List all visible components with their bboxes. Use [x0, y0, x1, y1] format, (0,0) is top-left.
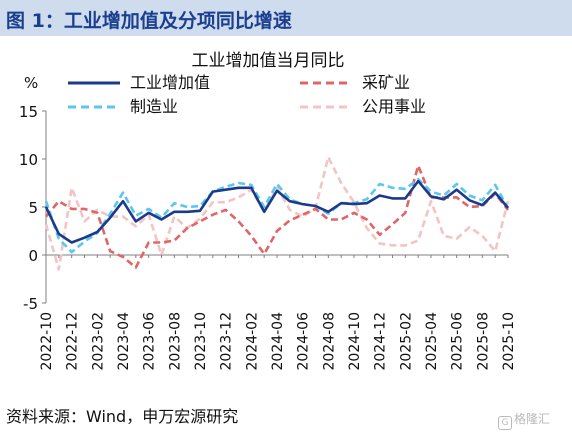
x-tick-label: 2023-08 [167, 312, 183, 371]
watermark-text: 格隆汇 [514, 412, 551, 426]
x-tick-label: 2024-02 [244, 312, 260, 371]
x-tick-label: 2024-06 [296, 312, 312, 371]
series-line-3 [44, 177, 510, 254]
watermark: G 格隆汇 [498, 410, 550, 430]
series-line-1 [44, 179, 509, 244]
x-tick-label: 2024-12 [373, 312, 389, 371]
x-tick-label: 2025-04 [424, 312, 440, 371]
x-tick-label: 2025-06 [450, 312, 466, 371]
figure-header [0, 0, 572, 36]
x-tick-label: 2025-08 [475, 312, 491, 371]
y-tick-label: 10 [19, 151, 38, 169]
chart-title: 工业增加值当月同比 [192, 51, 345, 71]
x-tick-label: 2023-10 [193, 312, 209, 371]
x-tick-label: 2022-12 [65, 312, 81, 371]
y-tick-label: 5 [28, 199, 38, 217]
y-axis: -5 0 5 10 15 [19, 103, 47, 313]
x-tick-label: 2023-06 [142, 312, 158, 371]
x-tick-label: 2023-02 [90, 312, 106, 371]
watermark-logo-icon: G [498, 416, 512, 430]
legend-label: 工业增加值 [130, 73, 210, 92]
legend-label: 公用事业 [362, 97, 426, 116]
x-tick-label: 2023-12 [219, 312, 235, 371]
legend-label: 制造业 [130, 97, 178, 116]
x-axis: 2022-10 2022-12 2023-02 2023-04 2023-06 2023-… [39, 254, 517, 371]
legend-label: 采矿业 [362, 73, 410, 92]
y-tick-label: -5 [23, 295, 38, 313]
x-tick-label: 2022-10 [39, 312, 55, 371]
x-tick-label: 2025-02 [398, 312, 414, 371]
x-tick-label: 2024-04 [270, 312, 286, 371]
x-tick-label: 2024-08 [321, 312, 337, 371]
source-note: 资料来源：Wind，申万宏源研究 [6, 407, 239, 426]
x-tick-label: 2023-04 [116, 312, 132, 371]
figure-title: 图 1：工业增加值及分项同比增速 [6, 10, 292, 32]
y-tick-label: 15 [19, 103, 38, 121]
plot-area [44, 155, 510, 271]
x-tick-label: 2024-10 [347, 312, 363, 371]
series-line-4 [44, 155, 510, 271]
series-line-2 [45, 164, 510, 269]
y-axis-unit: % [24, 74, 38, 92]
y-tick-label: 0 [28, 247, 38, 265]
x-tick-label: 2025-10 [501, 312, 517, 371]
